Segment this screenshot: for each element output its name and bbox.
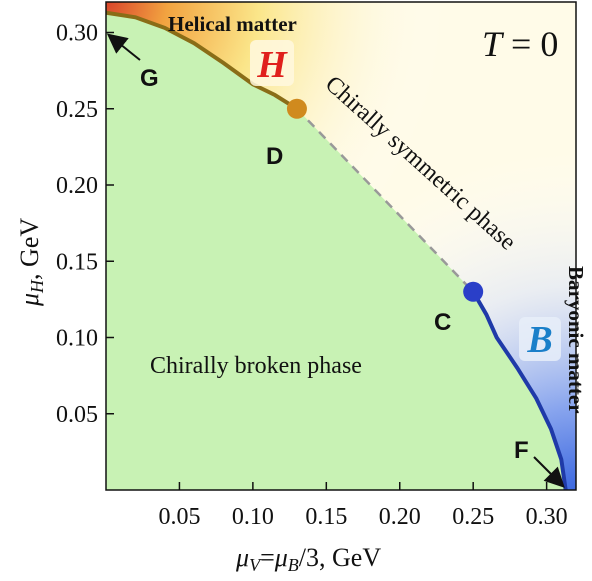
- x-tick-label: 0.15: [305, 504, 347, 530]
- point-label-G: G: [140, 65, 159, 92]
- B-symbol: B: [526, 319, 552, 361]
- baryonic-boundary-line: [471, 290, 568, 490]
- point-label-C: C: [434, 309, 451, 336]
- y-tick-label: 0.05: [56, 402, 98, 428]
- point-label-F: F: [514, 437, 529, 464]
- temperature-label: T = 0: [482, 24, 558, 64]
- x-tick-label: 0.25: [452, 504, 494, 530]
- y-tick-label: 0.20: [56, 173, 98, 199]
- y-tick-label: 0.30: [56, 21, 98, 47]
- y-tick-label: 0.15: [56, 249, 98, 275]
- broken-phase-region: [106, 12, 566, 490]
- point-C-marker: [463, 281, 484, 302]
- B-badge: [519, 317, 561, 361]
- y-axis-label: μH, GeV: [15, 218, 47, 307]
- x-tick-label: 0.05: [158, 504, 200, 530]
- chirally-broken-label: Chirally broken phase: [150, 353, 362, 379]
- arrow-G: [106, 33, 141, 61]
- H-symbol: H: [256, 44, 288, 86]
- point-label-D: D: [266, 143, 283, 170]
- x-axis-ticks: 0.05 0.10 0.15 0.20 0.25 0.30: [158, 482, 568, 530]
- y-axis-ticks: 0.05 0.10 0.15 0.20 0.25 0.30: [56, 21, 114, 428]
- y-tick-label: 0.25: [56, 97, 98, 123]
- x-tick-label: 0.30: [526, 504, 568, 530]
- plot-frame: [105, 1, 577, 491]
- helical-matter-label: Helical matter: [168, 12, 297, 36]
- H-badge: [250, 40, 294, 86]
- baryonic-matter-label: Baryonic matter: [564, 266, 588, 414]
- y-tick-label: 0.10: [56, 326, 98, 352]
- helical-boundary-line: [106, 10, 298, 111]
- first-order-dashed-line: [295, 107, 475, 293]
- x-tick-label: 0.10: [232, 504, 274, 530]
- x-axis-label: μV=μB/3, GeV: [235, 543, 381, 575]
- x-tick-label: 0.20: [379, 504, 421, 530]
- point-D-marker: [286, 98, 307, 119]
- arrow-F: [533, 456, 565, 488]
